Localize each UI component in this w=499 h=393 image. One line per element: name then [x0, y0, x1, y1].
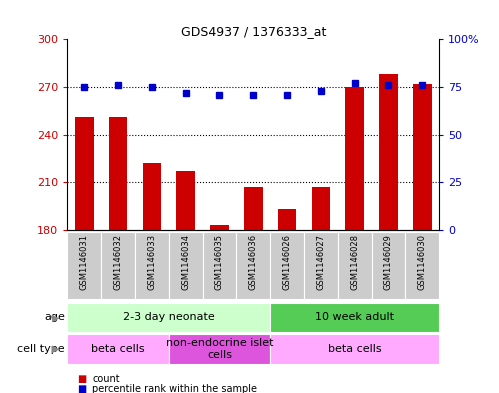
Bar	[67, 232, 101, 299]
Bar	[143, 163, 161, 230]
Text: ■: ■	[77, 374, 87, 384]
Text: non-endocrine islet
cells: non-endocrine islet cells	[166, 338, 273, 360]
Bar	[270, 232, 304, 299]
Text: GSM1146029: GSM1146029	[384, 234, 393, 290]
Bar	[372, 232, 405, 299]
Bar	[270, 334, 439, 364]
Text: GSM1146035: GSM1146035	[215, 234, 224, 290]
Text: beta cells: beta cells	[91, 344, 145, 354]
Title: GDS4937 / 1376333_at: GDS4937 / 1376333_at	[181, 25, 326, 38]
Text: cell type: cell type	[17, 344, 65, 354]
Bar	[405, 232, 439, 299]
Bar	[244, 187, 262, 230]
Text: GSM1146028: GSM1146028	[350, 234, 359, 290]
Bar	[311, 187, 330, 230]
Bar	[270, 303, 439, 332]
Bar	[169, 334, 270, 364]
Text: GSM1146031: GSM1146031	[80, 234, 89, 290]
Text: GSM1146027: GSM1146027	[316, 234, 325, 290]
Text: percentile rank within the sample: percentile rank within the sample	[92, 384, 257, 393]
Text: count: count	[92, 374, 120, 384]
Bar	[278, 209, 296, 230]
Text: 2-3 day neonate: 2-3 day neonate	[123, 312, 215, 322]
Text: 10 week adult: 10 week adult	[315, 312, 394, 322]
Text: GSM1146036: GSM1146036	[249, 234, 258, 290]
Bar	[169, 232, 203, 299]
Text: ▶: ▶	[52, 312, 60, 322]
Text: GSM1146034: GSM1146034	[181, 234, 190, 290]
Bar	[135, 232, 169, 299]
Bar	[75, 117, 93, 230]
Bar	[379, 74, 398, 230]
Bar	[237, 232, 270, 299]
Text: GSM1146032: GSM1146032	[114, 234, 123, 290]
Bar	[203, 232, 237, 299]
Text: GSM1146026: GSM1146026	[282, 234, 291, 290]
Bar	[101, 232, 135, 299]
Bar	[176, 171, 195, 230]
Text: beta cells: beta cells	[328, 344, 381, 354]
Bar	[210, 225, 229, 230]
Text: ▶: ▶	[52, 344, 60, 354]
Bar	[338, 232, 372, 299]
Bar	[304, 232, 338, 299]
Text: age: age	[44, 312, 65, 322]
Bar	[109, 117, 127, 230]
Bar	[67, 334, 169, 364]
Text: GSM1146033: GSM1146033	[147, 234, 156, 290]
Text: GSM1146030: GSM1146030	[418, 234, 427, 290]
Bar	[67, 303, 270, 332]
Text: ■: ■	[77, 384, 87, 393]
Bar	[413, 84, 432, 230]
Bar	[345, 87, 364, 230]
